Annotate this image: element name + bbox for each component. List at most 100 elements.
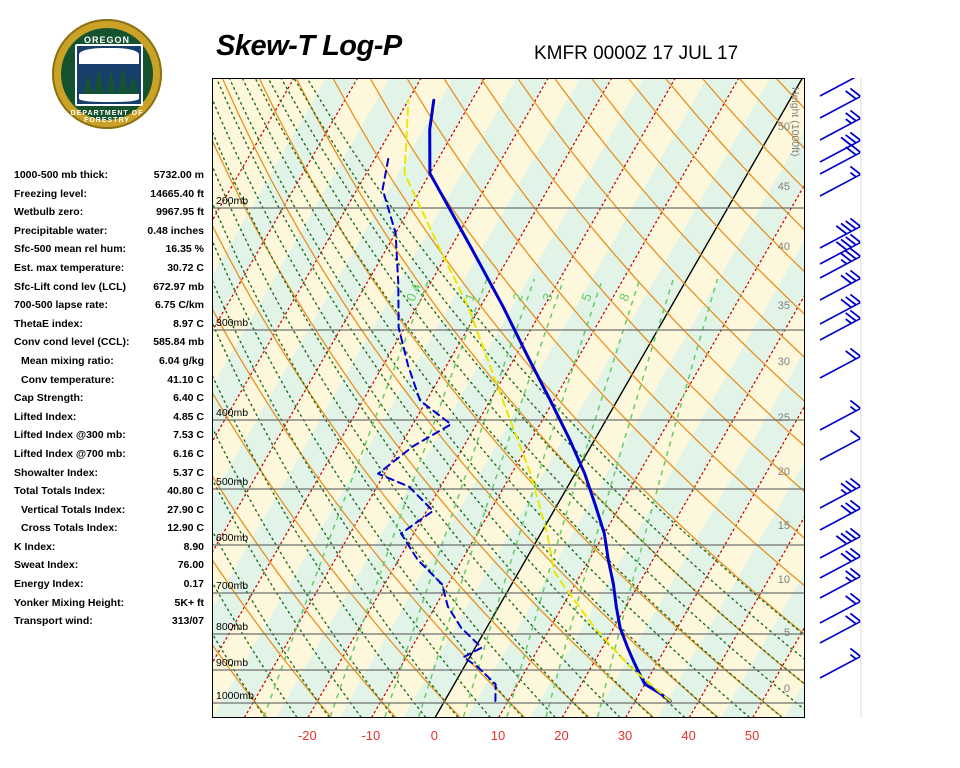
temperature-tick-label: 50: [744, 728, 760, 743]
wind-barb: [819, 347, 862, 379]
stat-row: ThetaE index: 8.97 C: [14, 315, 204, 334]
stat-value: 27.90 C: [167, 503, 204, 516]
pressure-label: 700mb: [216, 580, 249, 592]
height-label: 20: [777, 466, 790, 478]
logo-ground: [79, 94, 139, 102]
stat-value: 6.40 C: [173, 392, 204, 405]
stat-row: Total Totals Index: 40.80 C: [14, 482, 204, 501]
stat-row: Freezing level: 14665.40 ft: [14, 185, 204, 204]
wind-barb: [819, 87, 862, 119]
pressure-label: 300mb: [216, 317, 249, 329]
stat-value: 0.17: [183, 578, 204, 591]
stat-value: 5.37 C: [173, 466, 204, 479]
tree-icon: [128, 74, 138, 94]
stat-label: Sfc-500 mean rel hum:: [14, 243, 127, 256]
wind-barb: [819, 429, 862, 461]
stat-row: Yonker Mixing Height: 5K+ ft: [14, 594, 204, 613]
wind-barb: [819, 612, 862, 644]
stat-value: 5732.00 m: [153, 169, 204, 181]
temperature-tick-label: 30: [617, 728, 633, 743]
stat-row: Lifted Index @300 mb: 7.53 C: [14, 426, 204, 445]
wind-barb: [819, 309, 862, 341]
height-label: 25: [777, 412, 790, 424]
height-label: 15: [777, 520, 790, 532]
tree-icon: [94, 68, 104, 94]
stat-label: Lifted Index:: [14, 410, 77, 423]
wind-barb: [819, 217, 862, 249]
tree-icon: [106, 70, 116, 94]
pressure-label: 500mb: [216, 476, 249, 488]
wind-barb: [819, 233, 862, 265]
stat-label: Mean mixing ratio:: [21, 354, 114, 367]
wind-barb: [819, 567, 862, 599]
stat-row: Vertical Totals Index: 27.90 C: [14, 501, 204, 520]
wind-barb: [819, 499, 862, 531]
stat-label: Lifted Index @700 mb:: [14, 447, 126, 460]
stat-row: 1000-500 mb thick: 5732.00 m: [14, 166, 204, 185]
height-label: 40: [777, 241, 790, 253]
height-label: 35: [777, 300, 790, 312]
wind-barb: [819, 131, 862, 163]
tree-icon: [118, 66, 128, 94]
stat-label: Est. max temperature:: [14, 261, 125, 274]
stat-label: Sweat Index:: [14, 559, 79, 572]
wind-barb: [819, 547, 862, 579]
stat-value: 6.04 g/kg: [159, 354, 204, 367]
wind-barbs: [819, 78, 862, 718]
stat-label: Precipitable water:: [14, 224, 108, 237]
stat-label: Cap Strength:: [14, 392, 84, 405]
stat-label: Wetbulb zero:: [14, 206, 84, 219]
skewt-plot-area: 0.4 1 2 3 5 8 Height (1000ft) 200mb 300mb 400mb…: [212, 78, 805, 718]
stat-value: 672.97 mb: [153, 280, 204, 293]
station-label: KMFR 0000Z 17 JUL 17: [534, 43, 739, 64]
stat-value: 313/07: [171, 615, 204, 628]
height-label: 30: [777, 356, 790, 368]
stat-label: Yonker Mixing Height:: [14, 596, 125, 609]
stat-label: Conv temperature:: [21, 373, 115, 386]
height-label: 50: [777, 121, 790, 133]
tree-icon: [83, 74, 93, 94]
temperature-tick-label: 10: [490, 728, 506, 743]
stat-value: 40.80 C: [167, 485, 204, 498]
height-label: 0: [783, 683, 790, 695]
stat-label: ThetaE index:: [14, 317, 83, 330]
stat-label: Total Totals Index:: [14, 485, 106, 498]
stat-label: Cross Totals Index:: [21, 522, 118, 535]
wind-barb: [819, 109, 862, 141]
height-label: 10: [777, 574, 790, 586]
stat-value: 9967.95 ft: [156, 206, 204, 219]
stat-row: Sweat Index: 76.00: [14, 556, 204, 575]
stat-row: Lifted Index: 4.85 C: [14, 408, 204, 427]
wind-barb: [819, 293, 862, 325]
isobar-lines: [213, 207, 804, 704]
pressure-label: 200mb: [216, 195, 249, 207]
pressure-label: 900mb: [216, 657, 249, 669]
stat-row: Lifted Index @700 mb: 6.16 C: [14, 445, 204, 464]
stat-row: Energy Index: 0.17: [14, 575, 204, 594]
stat-label: K Index:: [14, 540, 56, 553]
stat-label: Energy Index:: [14, 578, 84, 591]
stat-value: 14665.40 ft: [150, 187, 204, 200]
stat-label: Lifted Index @300 mb:: [14, 429, 126, 442]
pressure-label: 400mb: [216, 407, 249, 419]
logo-sky: [79, 48, 139, 64]
stat-row: Conv temperature: 41.10 C: [14, 371, 204, 390]
stat-value: 30.72 C: [167, 261, 204, 274]
wind-barb: [819, 247, 862, 279]
stat-row: 700-500 lapse rate: 6.75 C/km: [14, 296, 204, 315]
temperature-tick-label: -20: [297, 728, 317, 743]
stat-row: Conv cond level (CCL): 585.84 mb: [14, 333, 204, 352]
stat-label: 1000-500 mb thick:: [14, 169, 108, 181]
stat-value: 5K+ ft: [174, 596, 204, 609]
mixing-ratio-label: 0.4: [403, 281, 424, 303]
wind-barb: [819, 78, 856, 97]
temperature-tick-label: 20: [554, 728, 569, 743]
isotherm-lines: [213, 79, 804, 717]
series-dewpoint: [377, 155, 497, 702]
stat-value: 6.75 C/km: [154, 299, 204, 312]
skewt-diagram: 0.4 1 2 3 5 8: [213, 79, 804, 717]
stat-label: Sfc-Lift cond lev (LCL): [14, 280, 126, 293]
logo-text-bottom: DEPARTMENT OF FORESTRY: [70, 110, 144, 124]
dry-adiabat-lines: [213, 79, 804, 717]
